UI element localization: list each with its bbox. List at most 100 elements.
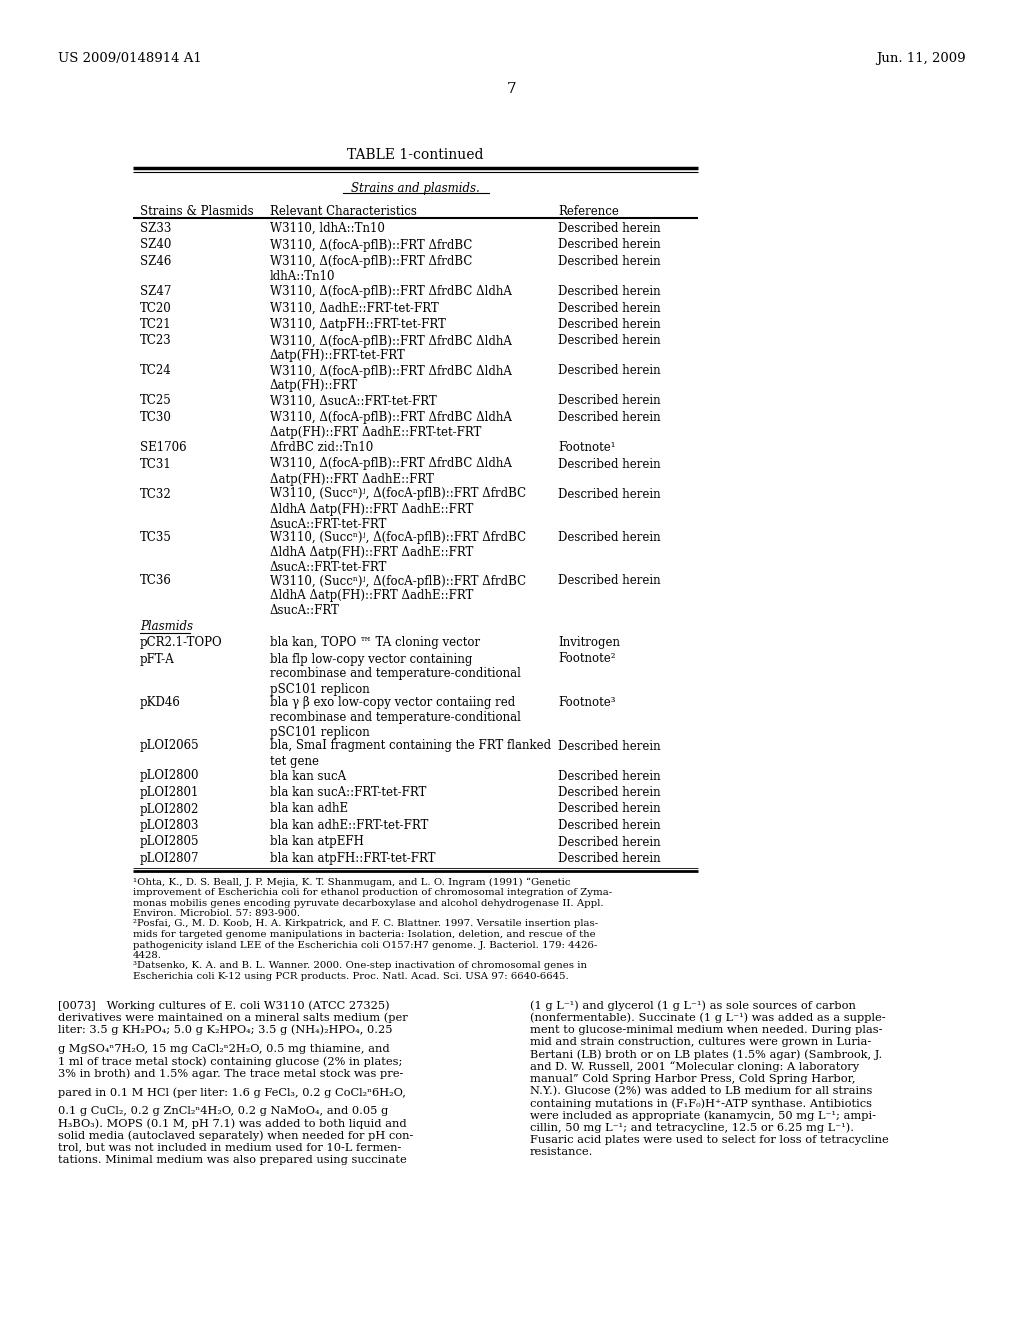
Text: W3110, Δ(focA-pflB)::FRT ΔfrdBC ΔldhA
Δatp(FH)::FRT: W3110, Δ(focA-pflB)::FRT ΔfrdBC ΔldhA Δa…	[270, 364, 512, 392]
Text: W3110, (Succⁿ)ʲ, Δ(focA-pflB)::FRT ΔfrdBC
ΔldhA Δatp(FH)::FRT ΔadhE::FRT
ΔsucA::: W3110, (Succⁿ)ʲ, Δ(focA-pflB)::FRT ΔfrdB…	[270, 531, 526, 574]
Text: were included as appropriate (kanamycin, 50 mg L⁻¹; ampi-: were included as appropriate (kanamycin,…	[530, 1110, 876, 1121]
Text: liter: 3.5 g KH₂PO₄; 5.0 g K₂HPO₄; 3.5 g (NH₄)₂HPO₄, 0.25: liter: 3.5 g KH₂PO₄; 5.0 g K₂HPO₄; 3.5 g…	[58, 1024, 392, 1035]
Text: TC30: TC30	[140, 411, 172, 424]
Text: bla kan adhE: bla kan adhE	[270, 803, 348, 816]
Text: Strains & Plasmids: Strains & Plasmids	[140, 205, 254, 218]
Text: Described herein: Described herein	[558, 785, 660, 799]
Text: bla kan adhE::FRT-tet-FRT: bla kan adhE::FRT-tet-FRT	[270, 818, 428, 832]
Text: W3110, Δ(focA-pflB)::FRT ΔfrdBC ΔldhA
Δatp(FH)::FRT ΔadhE::FRT-tet-FRT: W3110, Δ(focA-pflB)::FRT ΔfrdBC ΔldhA Δa…	[270, 411, 512, 440]
Text: 0.1 g CuCl₂, 0.2 g ZnCl₂ⁿ4H₂O, 0.2 g NaMoO₄, and 0.05 g: 0.1 g CuCl₂, 0.2 g ZnCl₂ⁿ4H₂O, 0.2 g NaM…	[58, 1106, 388, 1115]
Text: Described herein: Described herein	[558, 818, 660, 832]
Text: pFT-A: pFT-A	[140, 652, 175, 665]
Text: W3110, ldhA::Tn10: W3110, ldhA::Tn10	[270, 222, 385, 235]
Text: g MgSO₄ⁿ7H₂O, 15 mg CaCl₂ⁿ2H₂O, 0.5 mg thiamine, and: g MgSO₄ⁿ7H₂O, 15 mg CaCl₂ⁿ2H₂O, 0.5 mg t…	[58, 1044, 389, 1053]
Text: TC20: TC20	[140, 301, 172, 314]
Text: TC32: TC32	[140, 487, 172, 500]
Text: cillin, 50 mg L⁻¹; and tetracycline, 12.5 or 6.25 mg L⁻¹).: cillin, 50 mg L⁻¹; and tetracycline, 12.…	[530, 1122, 854, 1133]
Text: TC35: TC35	[140, 531, 172, 544]
Text: bla, SmaI fragment containing the FRT flanked
tet gene: bla, SmaI fragment containing the FRT fl…	[270, 739, 551, 767]
Text: Described herein: Described herein	[558, 574, 660, 587]
Text: pCR2.1-TOPO: pCR2.1-TOPO	[140, 636, 222, 649]
Text: TC23: TC23	[140, 334, 172, 347]
Text: derivatives were maintained on a mineral salts medium (per: derivatives were maintained on a mineral…	[58, 1012, 408, 1023]
Text: containing mutations in (F₁F₀)H⁺-ATP synthase. Antibiotics: containing mutations in (F₁F₀)H⁺-ATP syn…	[530, 1098, 872, 1109]
Text: W3110, (Succⁿ)ʲ, Δ(focA-pflB)::FRT ΔfrdBC
ΔldhA Δatp(FH)::FRT ΔadhE::FRT
ΔsucA::: W3110, (Succⁿ)ʲ, Δ(focA-pflB)::FRT ΔfrdB…	[270, 574, 526, 618]
Text: pared in 0.1 M HCl (per liter: 1.6 g FeCl₃, 0.2 g CoCl₂ⁿ6H₂O,: pared in 0.1 M HCl (per liter: 1.6 g FeC…	[58, 1088, 406, 1098]
Text: ³Datsenko, K. A. and B. L. Wanner. 2000. One-step inactivation of chromosomal ge: ³Datsenko, K. A. and B. L. Wanner. 2000.…	[133, 961, 587, 970]
Text: TABLE 1-continued: TABLE 1-continued	[347, 148, 483, 162]
Text: bla kan atpEFH: bla kan atpEFH	[270, 836, 364, 849]
Text: W3110, (Succⁿ)ʲ, Δ(focA-pflB)::FRT ΔfrdBC
ΔldhA Δatp(FH)::FRT ΔadhE::FRT
ΔsucA::: W3110, (Succⁿ)ʲ, Δ(focA-pflB)::FRT ΔfrdB…	[270, 487, 526, 531]
Text: ¹Ohta, K., D. S. Beall, J. P. Mejia, K. T. Shanmugam, and L. O. Ingram (1991) “G: ¹Ohta, K., D. S. Beall, J. P. Mejia, K. …	[133, 878, 570, 887]
Text: trol, but was not included in medium used for 10-L fermen-: trol, but was not included in medium use…	[58, 1143, 401, 1152]
Text: monas mobilis genes encoding pyruvate decarboxylase and alcohol dehydrogenase II: monas mobilis genes encoding pyruvate de…	[133, 899, 603, 908]
Text: 7: 7	[507, 82, 517, 96]
Text: Described herein: Described herein	[558, 739, 660, 752]
Text: W3110, ΔadhE::FRT-tet-FRT: W3110, ΔadhE::FRT-tet-FRT	[270, 301, 438, 314]
Text: pKD46: pKD46	[140, 696, 181, 709]
Text: (nonfermentable). Succinate (1 g L⁻¹) was added as a supple-: (nonfermentable). Succinate (1 g L⁻¹) wa…	[530, 1012, 886, 1023]
Text: SZ40: SZ40	[140, 239, 171, 252]
Text: (1 g L⁻¹) and glycerol (1 g L⁻¹) as sole sources of carbon: (1 g L⁻¹) and glycerol (1 g L⁻¹) as sole…	[530, 1001, 856, 1011]
Text: improvement of Escherichia coli for ethanol production of chromosomal integratio: improvement of Escherichia coli for etha…	[133, 888, 612, 898]
Text: Described herein: Described herein	[558, 770, 660, 783]
Text: pLOI2803: pLOI2803	[140, 818, 200, 832]
Text: Described herein: Described herein	[558, 239, 660, 252]
Text: Described herein: Described herein	[558, 255, 660, 268]
Text: ²Posfai, G., M. D. Koob, H. A. Kirkpatrick, and F. C. Blattner. 1997. Versatile : ²Posfai, G., M. D. Koob, H. A. Kirkpatri…	[133, 920, 598, 928]
Text: pLOI2065: pLOI2065	[140, 739, 200, 752]
Text: resistance.: resistance.	[530, 1147, 593, 1156]
Text: SZ33: SZ33	[140, 222, 171, 235]
Text: mids for targeted genome manipulations in bacteria: Isolation, deletion, and res: mids for targeted genome manipulations i…	[133, 931, 596, 939]
Text: Fusaric acid plates were used to select for loss of tetracycline: Fusaric acid plates were used to select …	[530, 1135, 889, 1144]
Text: bla flp low-copy vector containing
recombinase and temperature-conditional
pSC10: bla flp low-copy vector containing recom…	[270, 652, 521, 696]
Text: bla kan sucA: bla kan sucA	[270, 770, 346, 783]
Text: and D. W. Russell, 2001 “Molecular cloning: A laboratory: and D. W. Russell, 2001 “Molecular cloni…	[530, 1061, 859, 1072]
Text: Footnote²: Footnote²	[558, 652, 615, 665]
Text: W3110, ΔsucA::FRT-tet-FRT: W3110, ΔsucA::FRT-tet-FRT	[270, 395, 437, 408]
Text: pLOI2802: pLOI2802	[140, 803, 200, 816]
Text: TC36: TC36	[140, 574, 172, 587]
Text: [0073]   Working cultures of E. coli W3110 (ATCC 27325): [0073] Working cultures of E. coli W3110…	[58, 1001, 389, 1011]
Text: ment to glucose-minimal medium when needed. During plas-: ment to glucose-minimal medium when need…	[530, 1024, 883, 1035]
Text: N.Y.). Glucose (2%) was added to LB medium for all strains: N.Y.). Glucose (2%) was added to LB medi…	[530, 1086, 872, 1096]
Text: Described herein: Described herein	[558, 318, 660, 331]
Text: Described herein: Described herein	[558, 301, 660, 314]
Text: W3110, Δ(focA-pflB)::FRT ΔfrdBC ΔldhA
Δatp(FH)::FRT ΔadhE::FRT: W3110, Δ(focA-pflB)::FRT ΔfrdBC ΔldhA Δa…	[270, 458, 512, 486]
Text: Relevant Characteristics: Relevant Characteristics	[270, 205, 417, 218]
Text: TC21: TC21	[140, 318, 172, 331]
Text: Described herein: Described herein	[558, 458, 660, 470]
Text: SE1706: SE1706	[140, 441, 186, 454]
Text: Described herein: Described herein	[558, 803, 660, 816]
Text: Environ. Microbiol. 57: 893-900.: Environ. Microbiol. 57: 893-900.	[133, 909, 300, 917]
Text: W3110, Δ(focA-pflB)::FRT ΔfrdBC ΔldhA: W3110, Δ(focA-pflB)::FRT ΔfrdBC ΔldhA	[270, 285, 512, 298]
Text: bla kan atpFH::FRT-tet-FRT: bla kan atpFH::FRT-tet-FRT	[270, 851, 435, 865]
Text: manual” Cold Spring Harbor Press, Cold Spring Harbor,: manual” Cold Spring Harbor Press, Cold S…	[530, 1073, 855, 1084]
Text: pLOI2801: pLOI2801	[140, 785, 200, 799]
Text: W3110, Δ(focA-pflB)::FRT ΔfrdBC ΔldhA
Δatp(FH)::FRT-tet-FRT: W3110, Δ(focA-pflB)::FRT ΔfrdBC ΔldhA Δa…	[270, 334, 512, 363]
Text: solid media (autoclaved separately) when needed for pH con-: solid media (autoclaved separately) when…	[58, 1130, 414, 1140]
Text: Bertani (LB) broth or on LB plates (1.5% agar) (Sambrook, J.: Bertani (LB) broth or on LB plates (1.5%…	[530, 1049, 883, 1060]
Text: TC31: TC31	[140, 458, 172, 470]
Text: 1 ml of trace metal stock) containing glucose (2% in plates;: 1 ml of trace metal stock) containing gl…	[58, 1056, 402, 1067]
Text: TC25: TC25	[140, 395, 172, 408]
Text: bla kan, TOPO ™ TA cloning vector: bla kan, TOPO ™ TA cloning vector	[270, 636, 480, 649]
Text: ΔfrdBC zid::Tn10: ΔfrdBC zid::Tn10	[270, 441, 374, 454]
Text: US 2009/0148914 A1: US 2009/0148914 A1	[58, 51, 202, 65]
Text: Invitrogen: Invitrogen	[558, 636, 620, 649]
Text: 3% in broth) and 1.5% agar. The trace metal stock was pre-: 3% in broth) and 1.5% agar. The trace me…	[58, 1068, 403, 1078]
Text: pLOI2800: pLOI2800	[140, 770, 200, 783]
Text: W3110, Δ(focA-pflB)::FRT ΔfrdBC: W3110, Δ(focA-pflB)::FRT ΔfrdBC	[270, 239, 472, 252]
Text: Described herein: Described herein	[558, 364, 660, 378]
Text: Strains and plasmids.: Strains and plasmids.	[350, 182, 479, 195]
Text: Described herein: Described herein	[558, 395, 660, 408]
Text: Footnote³: Footnote³	[558, 696, 615, 709]
Text: Jun. 11, 2009: Jun. 11, 2009	[877, 51, 966, 65]
Text: SZ47: SZ47	[140, 285, 171, 298]
Text: Plasmids: Plasmids	[140, 620, 193, 634]
Text: Footnote¹: Footnote¹	[558, 441, 615, 454]
Text: Described herein: Described herein	[558, 531, 660, 544]
Text: Described herein: Described herein	[558, 222, 660, 235]
Text: tations. Minimal medium was also prepared using succinate: tations. Minimal medium was also prepare…	[58, 1155, 407, 1164]
Text: TC24: TC24	[140, 364, 172, 378]
